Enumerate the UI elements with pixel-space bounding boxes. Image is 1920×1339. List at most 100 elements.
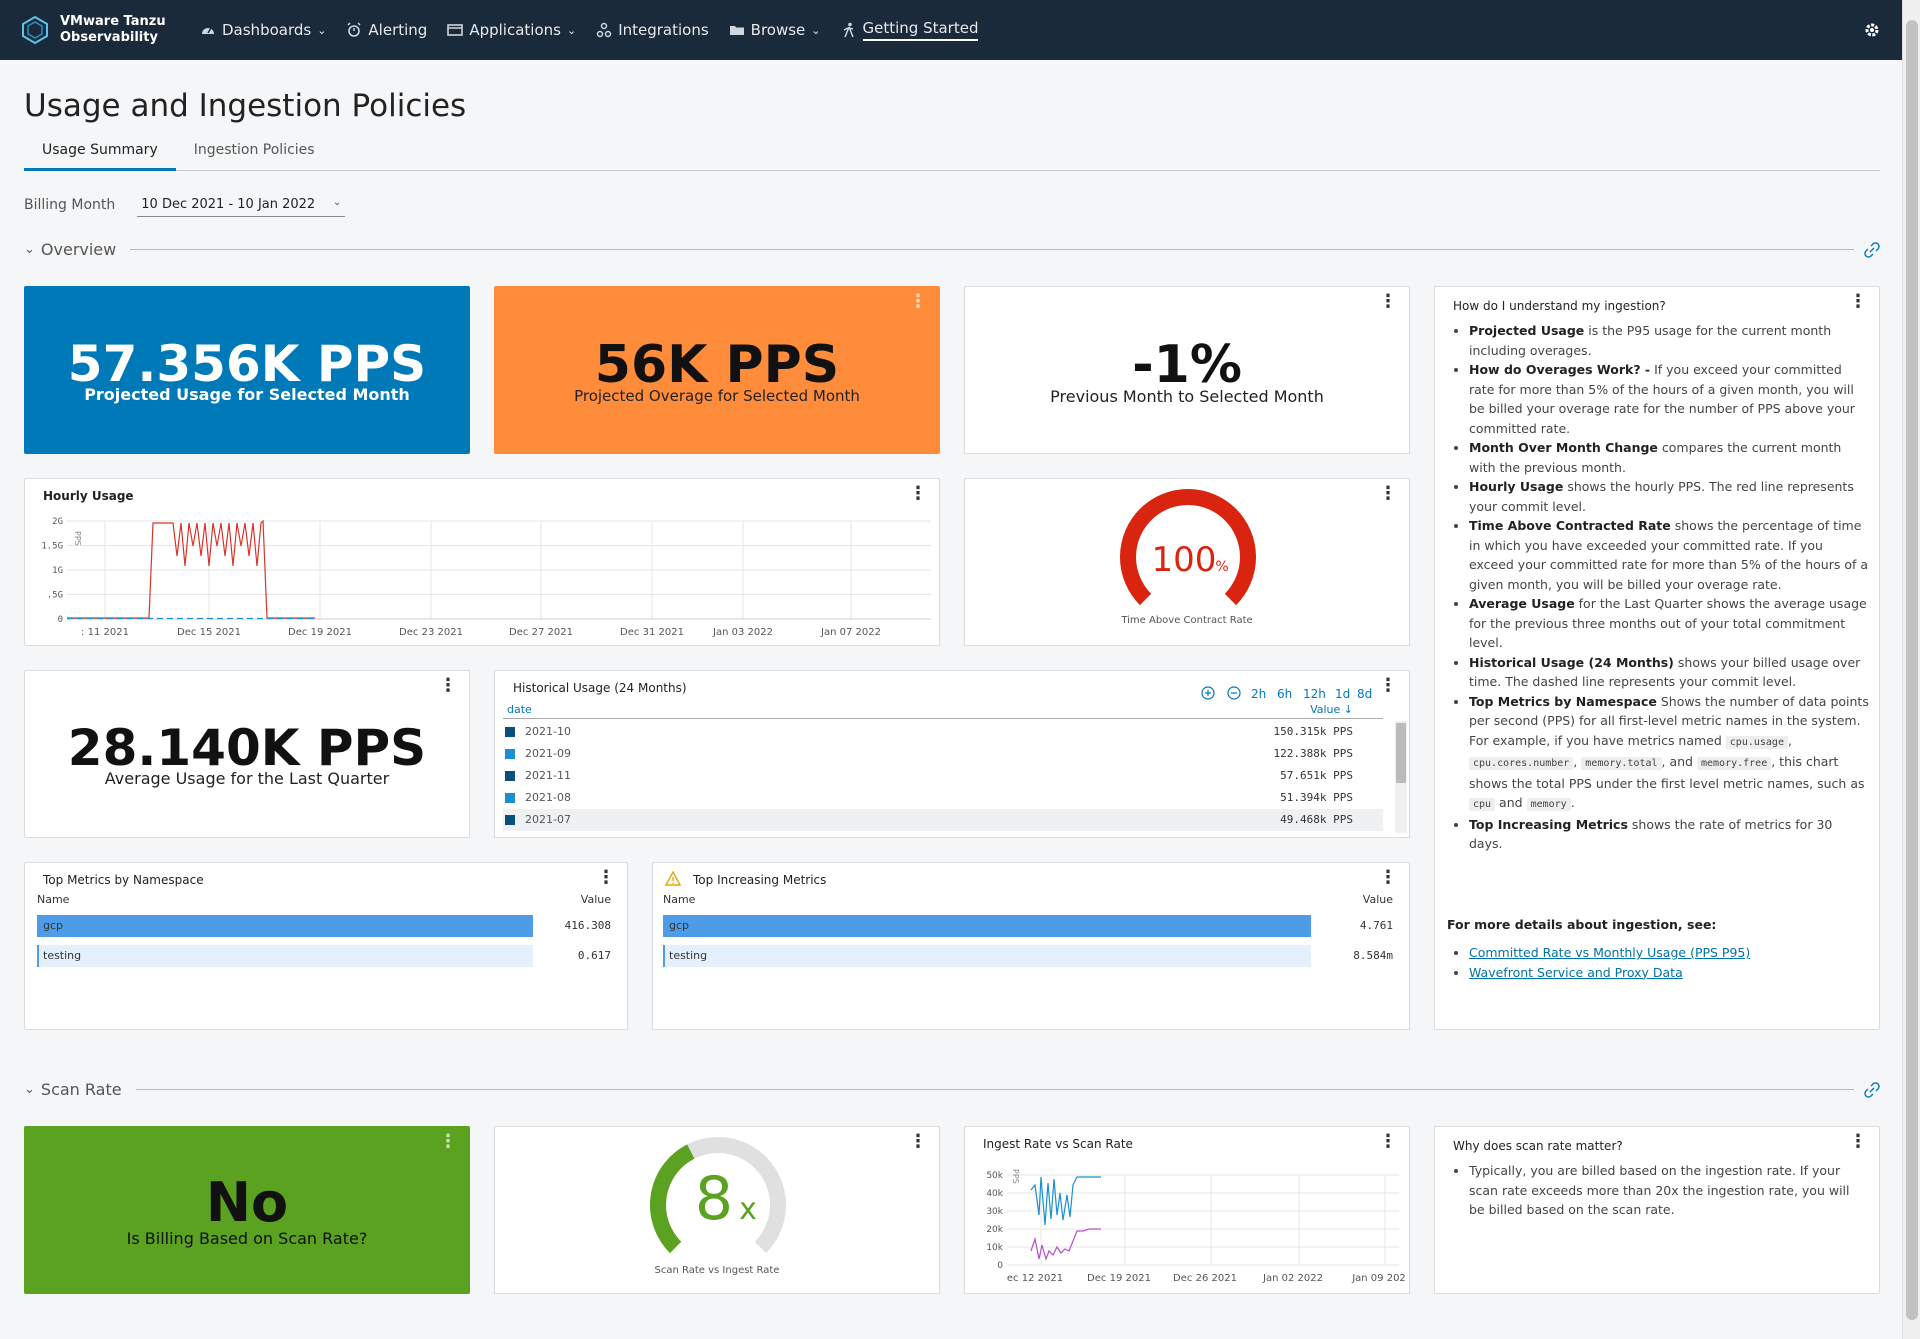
nav-dashboards[interactable]: Dashboards ⌄ [200, 0, 326, 60]
more-options-icon[interactable]: ⋮ [1849, 1131, 1867, 1152]
scan-help-card: ⋮ Why does scan rate matter? Typically, … [1434, 1126, 1880, 1294]
list-item[interactable]: testing [663, 945, 1311, 967]
y-tick-label: 40k [986, 1189, 1003, 1199]
more-options-icon[interactable]: ⋮ [1379, 675, 1397, 696]
y-tick-label: 0 [997, 1261, 1003, 1271]
historical-col-value[interactable]: Value ↓ [1310, 703, 1353, 716]
more-options-icon[interactable]: ⋮ [597, 867, 615, 888]
historical-scrollbar-thumb[interactable] [1396, 723, 1406, 783]
more-options-icon[interactable]: ⋮ [1379, 291, 1397, 312]
row-value: 51.394k PPS [1280, 791, 1353, 804]
more-details-title: For more details about ingestion, see: [1447, 917, 1717, 932]
nav-alerting-label: Alerting [368, 21, 428, 39]
nav-applications[interactable]: Applications ⌄ [447, 0, 576, 60]
link-icon[interactable] [1864, 1081, 1880, 1098]
ingest-scan-chart[interactable]: 50k 40k 30k 20k 10k 0 PPS ec 12 2021 Dec 19 2021… [965, 1155, 1409, 1293]
nav-integrations[interactable]: Integrations [596, 0, 709, 60]
x-tick-label: Jan 09 202 [1351, 1273, 1406, 1284]
list-item[interactable]: gcp [663, 915, 1311, 937]
projected-usage-card: 57.356K PPS Projected Usage for Selected… [24, 286, 470, 454]
help-item: Historical Usage (24 Months) shows your … [1469, 653, 1869, 692]
ingest-rate-series-line [1030, 1228, 1101, 1261]
link-wavefront-proxy[interactable]: Wavefront Service and Proxy Data [1469, 964, 1683, 980]
more-options-icon[interactable]: ⋮ [909, 291, 927, 312]
nav-getting-started[interactable]: Getting Started [841, 0, 979, 60]
page-tabs: Usage Summary Ingestion Policies [24, 138, 1880, 171]
x-tick-label: Dec 19 2021 [1087, 1273, 1151, 1284]
table-row[interactable]: 2021-11 57.651k PPS [503, 765, 1383, 787]
table-row[interactable]: 2021-07 49.468k PPS [503, 809, 1383, 831]
nav-applications-label: Applications [469, 21, 561, 39]
link-committed-rate[interactable]: Committed Rate vs Monthly Usage (PPS P95… [1469, 945, 1751, 960]
time-range-6h[interactable]: 6h [1277, 687, 1293, 701]
historical-col-date[interactable]: date [507, 703, 532, 716]
more-options-icon[interactable]: ⋮ [909, 483, 927, 504]
x-tick-label: ec 12 2021 [1007, 1273, 1063, 1284]
y-tick-label: 1.5G [41, 542, 63, 552]
scan-help-title: Why does scan rate matter? [1453, 1139, 1623, 1153]
hourly-usage-chart[interactable]: 2G 1.5G 1G .5G 0 PPS: 11 2021 Dec 15 2021 Dec 1… [25, 509, 939, 645]
zoom-in-icon[interactable] [1201, 686, 1215, 700]
page-scrollbar[interactable] [1902, 0, 1920, 1339]
time-range-1d[interactable]: 1d [1335, 687, 1351, 701]
series-swatch [505, 727, 515, 737]
billing-scan-label: Is Billing Based on Scan Rate? [126, 1229, 368, 1248]
row-value: 49.468k PPS [1280, 813, 1353, 826]
gear-icon[interactable] [1862, 20, 1882, 40]
nav-alerting[interactable]: Alerting [346, 0, 427, 60]
chevron-down-icon: ⌄ [811, 23, 821, 37]
chevron-down-icon: ⌄ [317, 23, 327, 37]
chevron-down-icon[interactable]: ⌄ [24, 1082, 35, 1097]
nav-browse-label: Browse [750, 21, 806, 39]
time-range-12h[interactable]: 12h [1303, 687, 1326, 701]
folder-icon [729, 26, 744, 35]
brand-line-1: VMware Tanzu [60, 14, 166, 29]
row-date: 2021-10 [525, 725, 571, 738]
table-row[interactable]: 2021-09 122.388k PPS [503, 743, 1383, 765]
table-row[interactable]: 2021-08 51.394k PPS [503, 787, 1383, 809]
series-swatch [505, 771, 515, 781]
x-tick-label: Jan 02 2022 [1262, 1273, 1323, 1284]
hourly-usage-title: Hourly Usage [43, 489, 134, 503]
projected-usage-label: Projected Usage for Selected Month [84, 385, 410, 404]
link-icon[interactable] [1864, 241, 1880, 258]
historical-scrollbar[interactable] [1395, 721, 1407, 833]
time-range-2h[interactable]: 2h [1251, 687, 1267, 701]
table-row[interactable]: 2021-10 150.315k PPS [503, 721, 1383, 743]
billing-month-select[interactable]: 10 Dec 2021 - 10 Jan 2022 ⌄ [137, 193, 346, 217]
x-tick-label: Jan 03 2022 [712, 627, 773, 638]
zoom-out-icon[interactable] [1227, 686, 1241, 700]
chevron-down-icon[interactable]: ⌄ [24, 242, 35, 257]
top-metrics-card: ⋮ Top Metrics by Namespace Name Value gc… [24, 862, 628, 1030]
tab-ingestion-policies[interactable]: Ingestion Policies [193, 142, 315, 158]
gauge-value: 100 [1152, 540, 1217, 580]
time-range-8d[interactable]: 8d [1357, 687, 1373, 701]
chevron-down-icon: ⌄ [566, 23, 577, 37]
more-options-icon[interactable]: ⋮ [909, 1131, 927, 1152]
list-item[interactable]: gcp [37, 915, 533, 937]
brand[interactable]: VMware Tanzu Observability [20, 14, 180, 46]
average-usage-label: Average Usage for the Last Quarter [104, 769, 390, 788]
nav-browse[interactable]: Browse ⌄ [729, 0, 821, 60]
x-tick-label: : 11 2021 [81, 627, 129, 638]
row-value: 8.584m [1353, 949, 1393, 962]
projected-overage-card: ⋮ 56K PPS Projected Overage for Selected… [494, 286, 940, 454]
tab-usage-summary[interactable]: Usage Summary [24, 138, 176, 171]
scrollbar-thumb[interactable] [1906, 20, 1918, 1320]
row-name: testing [43, 949, 82, 962]
section-scan-rate-label[interactable]: Scan Rate [40, 1080, 122, 1099]
top-navbar: VMware Tanzu Observability Dashboards ⌄ … [0, 0, 1902, 60]
list-item[interactable]: testing [37, 945, 533, 967]
more-options-icon[interactable]: ⋮ [1379, 1131, 1397, 1152]
x-tick-label: Dec 31 2021 [620, 627, 684, 638]
walking-person-icon [843, 22, 854, 38]
more-options-icon[interactable]: ⋮ [1849, 291, 1867, 312]
more-options-icon[interactable]: ⋮ [1379, 867, 1397, 888]
more-options-icon[interactable]: ⋮ [439, 1131, 457, 1152]
month-change-card: ⋮ -1% Previous Month to Selected Month [964, 286, 1410, 454]
more-options-icon[interactable]: ⋮ [1379, 483, 1397, 504]
alarm-icon [347, 22, 361, 37]
top-metrics-col-name: Name [37, 893, 70, 906]
more-options-icon[interactable]: ⋮ [439, 675, 457, 696]
section-overview-label[interactable]: Overview [40, 240, 117, 259]
